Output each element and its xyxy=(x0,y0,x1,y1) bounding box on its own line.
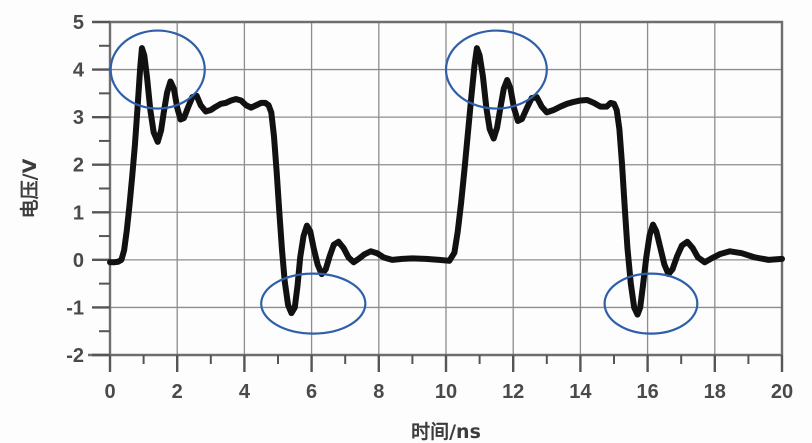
x-tick-label: 8 xyxy=(373,381,384,403)
y-tick-label: 1 xyxy=(73,202,84,224)
annotation-ellipse-undershoot-pulse-1 xyxy=(260,272,367,335)
x-axis-tick-labels: 0 2 4 6 8 10 12 14 16 18 20 xyxy=(104,381,793,403)
y-tick-label: -1 xyxy=(66,297,84,319)
waveform-series xyxy=(107,45,785,318)
y-tick-label: 4 xyxy=(73,60,85,82)
y-axis-tick-labels: -2 -1 0 1 2 3 4 5 xyxy=(66,12,85,367)
plot-frame xyxy=(88,20,784,357)
y-tick-label: -2 xyxy=(66,345,84,367)
waveform-line xyxy=(107,45,785,318)
x-tick-label: 2 xyxy=(172,381,183,403)
x-tick-label: 20 xyxy=(771,381,793,403)
grid-lines xyxy=(110,22,783,355)
y-tick-label: 2 xyxy=(73,155,84,177)
ringing-annotations xyxy=(109,29,699,335)
x-tick-label: 0 xyxy=(104,381,115,403)
annotation-ellipse-overshoot-pulse-2 xyxy=(444,29,548,110)
annotation-ellipse-overshoot-pulse-1 xyxy=(109,29,206,110)
x-tick-label: 18 xyxy=(704,381,726,403)
y-tick-label: 5 xyxy=(73,12,84,34)
x-tick-label: 14 xyxy=(569,381,592,403)
x-tick-label: 16 xyxy=(636,381,658,403)
x-tick-label: 10 xyxy=(435,381,457,403)
annotation-ellipse-undershoot-pulse-2 xyxy=(603,272,699,335)
y-axis-title: 电压/V xyxy=(18,158,41,218)
y-tick-label: 3 xyxy=(73,107,84,129)
x-tick-label: 4 xyxy=(239,381,251,403)
y-tick-label: 0 xyxy=(73,250,84,272)
axis-ticks xyxy=(92,20,784,372)
x-axis-title: 时间/ns xyxy=(411,421,481,443)
x-tick-label: 6 xyxy=(306,381,317,403)
x-tick-label: 12 xyxy=(502,381,524,403)
